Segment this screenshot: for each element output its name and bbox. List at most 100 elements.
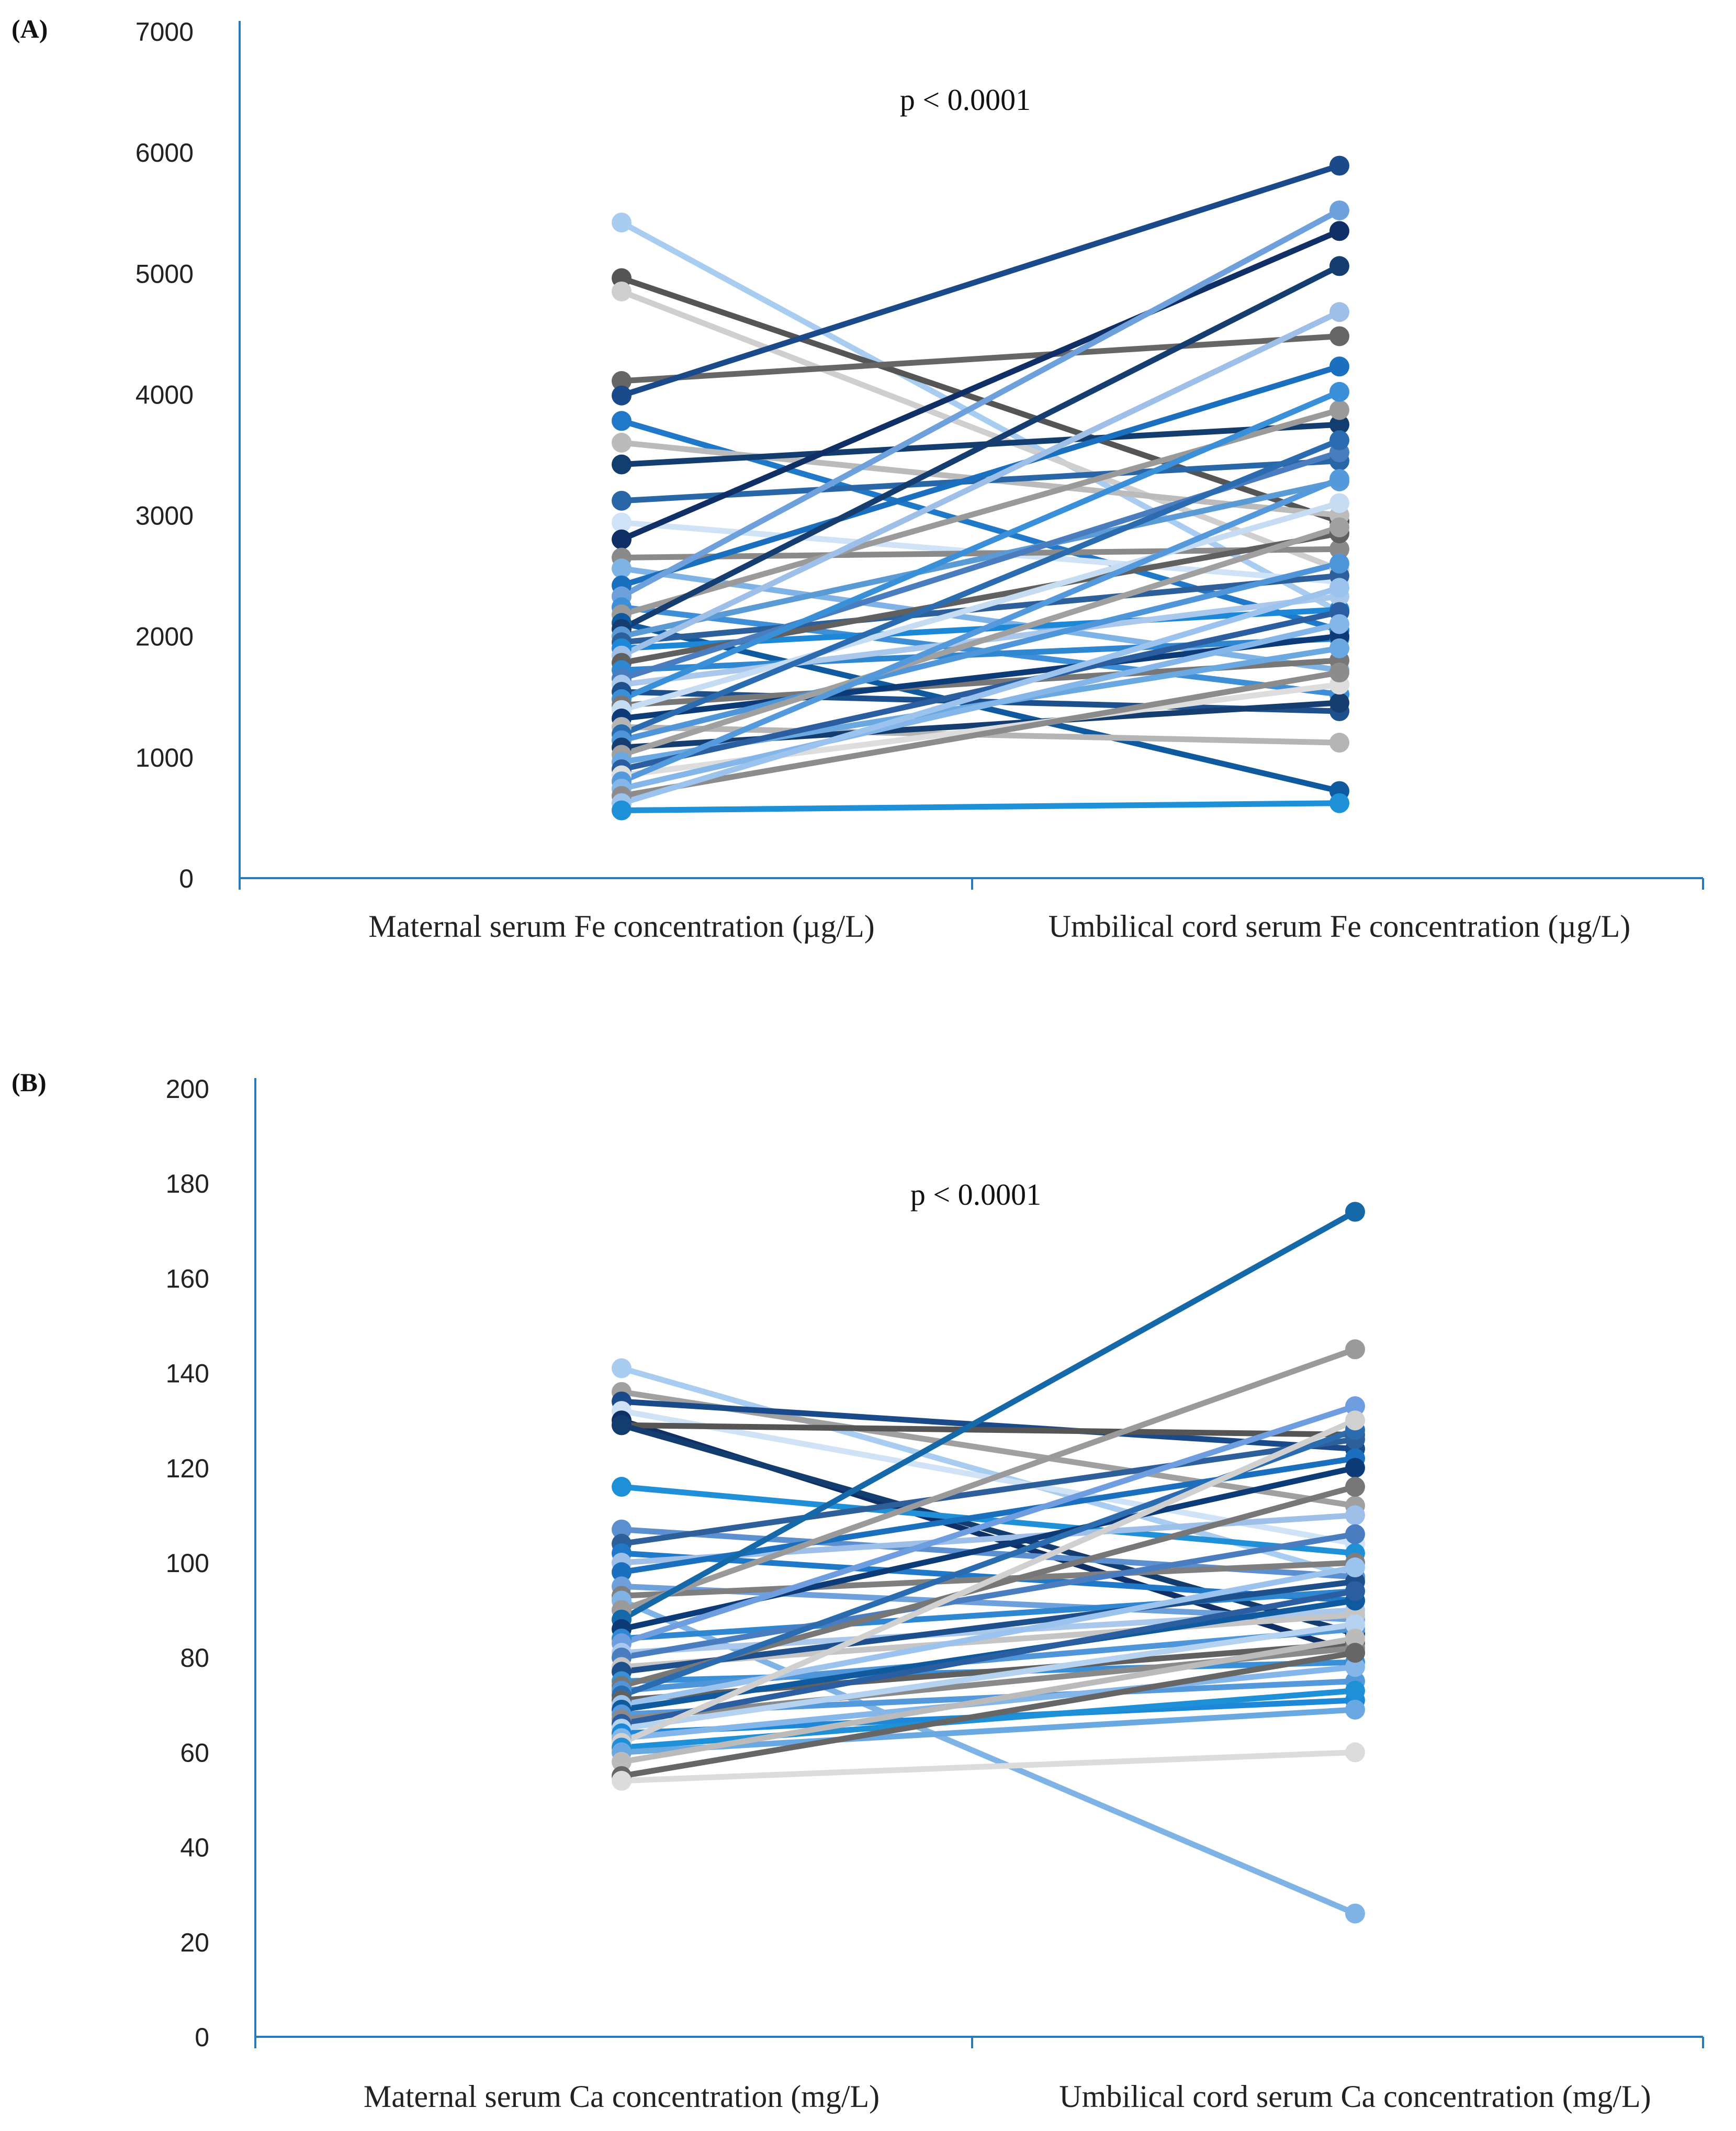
fe-series-line xyxy=(618,500,1343,713)
ca-y-tick-label: 40 xyxy=(180,1833,209,1863)
fe-series-line xyxy=(618,546,1343,560)
ca-series-line xyxy=(618,1564,1358,1708)
fe-cord-point xyxy=(1329,356,1349,377)
ca-y-tick-label: 100 xyxy=(166,1549,209,1578)
fe-cord-point xyxy=(1329,430,1349,451)
ca-series-line xyxy=(618,1707,1358,1755)
fe-chart: (A) 0 1000 2000 3000 4000 5000 6000 7000 Maternal… xyxy=(12,14,1704,944)
fe-series-line xyxy=(618,609,1343,772)
ca-maternal-point xyxy=(612,1752,632,1772)
ca-maternal-point xyxy=(612,1770,632,1791)
ca-maternal-point xyxy=(612,1358,632,1378)
fe-series-line xyxy=(618,524,1343,758)
ca-cord-point xyxy=(1345,1699,1365,1720)
fe-series-line xyxy=(618,163,1343,399)
ca-series-line xyxy=(618,1417,1358,1746)
fe-cord-point xyxy=(1329,200,1349,221)
fe-maternal-point xyxy=(612,529,632,549)
fe-cord-point xyxy=(1329,400,1349,420)
fe-maternal-point xyxy=(612,800,632,821)
ca-cord-point xyxy=(1345,1524,1365,1544)
fe-cord-point xyxy=(1329,302,1349,322)
fe-y-tick-label: 6000 xyxy=(136,138,194,167)
fe-series-line xyxy=(618,560,1343,743)
fe-category-label: Maternal serum Fe concentration (µg/L) xyxy=(368,909,875,944)
ca-chart: (B) 0 20 40 60 80 100 120 140 160 180 200 Maternal s… xyxy=(12,1068,1704,2114)
fe-cord-point xyxy=(1329,256,1349,276)
fe-cord-point xyxy=(1329,469,1349,489)
fe-cord-point xyxy=(1329,382,1349,402)
fe-maternal-point xyxy=(612,432,632,453)
fe-cord-point xyxy=(1329,578,1349,598)
fe-y-tick-label: 2000 xyxy=(136,622,194,652)
fe-series-line xyxy=(618,333,1343,384)
ca-category-label: Umbilical cord serum Ca concentration (m… xyxy=(1059,2079,1651,2114)
fe-maternal-point xyxy=(612,411,632,431)
ca-maternal-point xyxy=(612,1415,632,1435)
fe-cord-point xyxy=(1329,326,1349,346)
fe-series-line xyxy=(618,363,1343,589)
fe-cord-point xyxy=(1329,539,1349,559)
ca-cord-point xyxy=(1345,1643,1365,1663)
ca-series-line xyxy=(618,1398,1358,1452)
fe-maternal-point xyxy=(612,385,632,406)
ca-series-line xyxy=(618,1588,1358,1727)
fe-p-value: p < 0.0001 xyxy=(900,83,1031,117)
fe-maternal-point xyxy=(612,512,632,533)
ca-cord-point xyxy=(1345,1614,1365,1634)
ca-series-line xyxy=(618,1635,1358,1765)
ca-category-label: Maternal serum Ca concentration (mg/L) xyxy=(364,2079,880,2114)
ca-cord-point xyxy=(1345,1557,1365,1578)
fe-maternal-point xyxy=(612,454,632,475)
fe-cord-point xyxy=(1329,793,1349,813)
ca-y-tick-label: 60 xyxy=(180,1738,209,1767)
ca-chart-panel: (B) 0 20 40 60 80 100 120 140 160 180 200 Maternal s… xyxy=(0,1052,1736,2131)
ca-series-line xyxy=(618,1346,1358,1613)
fe-cord-point xyxy=(1329,638,1349,658)
ca-series-line xyxy=(618,1531,1358,1661)
fe-series-line xyxy=(618,275,1343,524)
fe-series-line xyxy=(618,219,1343,615)
ca-y-tick-label: 180 xyxy=(166,1169,209,1198)
fe-series-line xyxy=(618,669,1343,799)
ca-cord-point xyxy=(1345,1628,1365,1648)
ca-cord-point xyxy=(1345,1657,1365,1677)
ca-series-line xyxy=(618,1650,1358,1779)
ca-y-tick-label: 120 xyxy=(166,1454,209,1483)
ca-cord-point xyxy=(1345,1680,1365,1701)
ca-y-tick-label: 80 xyxy=(180,1643,209,1673)
ca-y-tick-label: 0 xyxy=(195,2023,209,2052)
fe-y-tick-label: 5000 xyxy=(136,259,194,288)
ca-series-line xyxy=(618,1422,1358,1438)
ca-cord-point xyxy=(1345,1742,1365,1763)
fe-series-line xyxy=(618,263,1343,632)
fe-cord-point xyxy=(1329,733,1349,753)
ca-panel-label: (B) xyxy=(12,1068,47,1097)
ca-series-line xyxy=(618,1484,1358,1556)
fe-maternal-point xyxy=(612,371,632,391)
ca-series-line xyxy=(618,1749,1358,1784)
fe-series-line xyxy=(618,585,1343,806)
ca-series-line xyxy=(618,1688,1358,1751)
fe-y-tick-label: 0 xyxy=(179,864,194,893)
fe-series-group xyxy=(612,155,1349,821)
ca-series-line xyxy=(618,1209,1358,1623)
fe-y-tick-label: 1000 xyxy=(136,743,194,772)
fe-series-line xyxy=(618,207,1343,599)
fe-y-tick-label: 4000 xyxy=(136,380,194,409)
fe-cord-point xyxy=(1329,414,1349,435)
fe-series-line xyxy=(618,288,1343,573)
ca-cord-point xyxy=(1345,1505,1365,1526)
ca-series-line xyxy=(618,1578,1358,1675)
ca-cord-point xyxy=(1345,1477,1365,1497)
ca-series-line xyxy=(618,1436,1358,1547)
fe-series-line xyxy=(618,800,1343,814)
fe-panel-label: (A) xyxy=(12,14,48,43)
fe-category-label: Umbilical cord serum Fe concentration (µ… xyxy=(1049,909,1631,944)
ca-cord-point xyxy=(1345,1903,1365,1924)
fe-maternal-point xyxy=(612,212,632,233)
fe-maternal-point xyxy=(612,490,632,511)
fe-y-tick-label: 3000 xyxy=(136,501,194,531)
ca-cord-point xyxy=(1345,1581,1365,1601)
fe-cord-point xyxy=(1329,554,1349,574)
